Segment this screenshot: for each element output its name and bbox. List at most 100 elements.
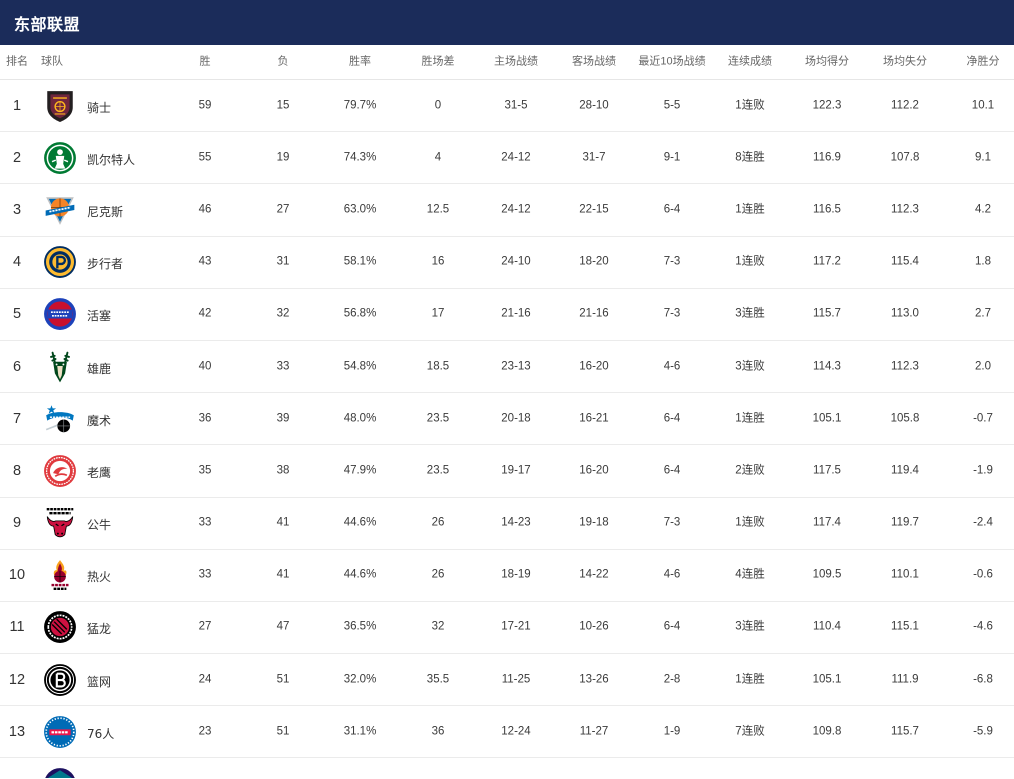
last10-cell: 6-4	[663, 411, 681, 424]
last10-cell: 7-3	[663, 255, 681, 268]
team-name[interactable]: 步行者	[87, 257, 124, 272]
diff-cell: -1.9	[973, 464, 993, 477]
standings-row: 13 76人 23 51 31.1% 36 12-24 11-27 1-9 7连败 109.8 11…	[0, 706, 1014, 759]
ppg-cell: 116.5	[813, 203, 841, 216]
last10-cell: 7-3	[663, 307, 681, 320]
team-link[interactable]: 凯尔特人	[43, 132, 135, 183]
losses-cell: 39	[276, 411, 290, 424]
pct-cell: 47.9%	[343, 464, 377, 477]
oppg-cell: 119.7	[891, 516, 919, 529]
magic-logo-icon	[43, 402, 77, 436]
last10-cell: 1-9	[663, 725, 681, 738]
oppg-cell: 105.8	[890, 411, 920, 424]
away-cell: 16-20	[579, 359, 609, 372]
rank-cell: 3	[12, 201, 22, 218]
team-link[interactable]: 76人	[43, 706, 114, 757]
team-name[interactable]: 活塞	[87, 309, 112, 324]
gb-cell: 0	[434, 98, 442, 111]
team-link[interactable]: 篮网	[43, 654, 111, 705]
away-cell: 19-18	[579, 516, 609, 529]
home-cell: 23-13	[501, 359, 531, 372]
team-name[interactable]: 篮网	[87, 674, 112, 689]
team-link[interactable]: 公牛	[43, 498, 111, 549]
team-name[interactable]: 76人	[87, 726, 115, 741]
diff-cell: 1.8	[975, 255, 991, 268]
column-header-point-diff: 净胜分	[966, 55, 1000, 68]
pct-cell: 58.1%	[343, 255, 377, 268]
team-link[interactable]: 尼克斯	[43, 184, 123, 235]
ppg-cell: 110.4	[813, 620, 841, 633]
home-cell: 17-21	[501, 620, 531, 633]
diff-cell: -0.6	[973, 568, 993, 581]
losses-cell: 47	[276, 620, 290, 633]
oppg-cell: 113.0	[891, 307, 919, 320]
column-header-away-record: 客场战绩	[572, 55, 616, 68]
cavaliers-logo-icon	[43, 89, 77, 123]
pct-cell: 32.0%	[343, 672, 377, 685]
team-link[interactable]: 雄鹿	[43, 341, 111, 392]
pct-cell: 44.6%	[343, 516, 377, 529]
team-link[interactable]: 猛龙	[43, 602, 111, 653]
pct-cell: 36.5%	[343, 620, 377, 633]
column-header-wins: 胜	[199, 55, 211, 68]
standings-row-partial	[0, 758, 1014, 779]
streak-cell: 7连败	[735, 725, 765, 738]
team-name[interactable]: 雄鹿	[87, 361, 112, 376]
home-cell: 24-10	[501, 255, 531, 268]
streak-cell: 2连败	[735, 464, 765, 477]
rank-cell: 13	[8, 723, 26, 740]
standings-row: 10 热火 33 41 44.6% 26 18-19 14-22 4-6 4连胜 109.5 110…	[0, 550, 1014, 602]
standings-row: 9 公牛 33 41 44.6% 26 14-23 19-18 7-3 1连败 117.4 119.…	[0, 498, 1014, 550]
rank-cell: 9	[12, 514, 22, 531]
standings-table-body: 1 骑士 59 15 79.7% 0 31-5 28-10 5-5 1连败 122.3 112.2 1…	[0, 80, 1014, 779]
team-name[interactable]: 热火	[87, 570, 112, 585]
pct-cell: 54.8%	[343, 359, 377, 372]
rank-cell: 1	[12, 97, 22, 114]
rank-cell: 11	[9, 619, 25, 636]
bucks-logo-icon	[43, 350, 77, 384]
pct-cell: 44.6%	[343, 568, 377, 581]
column-header-win-pct: 胜率	[349, 55, 371, 68]
away-cell: 16-20	[579, 464, 609, 477]
team-link[interactable]: 步行者	[43, 237, 123, 288]
home-cell: 19-17	[501, 464, 531, 477]
home-cell: 24-12	[501, 151, 531, 164]
standings-row: 6 雄鹿 40 33 54.8% 18.5 23-13 16-20 4-6 3连败 114.3 11…	[0, 341, 1014, 394]
team-link[interactable]: 热火	[43, 550, 111, 601]
team-name[interactable]: 凯尔特人	[87, 152, 136, 167]
away-cell: 16-21	[579, 411, 609, 424]
pct-cell: 79.7%	[343, 98, 377, 111]
team-link[interactable]: 骑士	[43, 80, 111, 131]
ppg-cell: 117.2	[813, 255, 841, 268]
diff-cell: 2.7	[975, 307, 991, 320]
gb-cell: 26	[431, 516, 445, 529]
team-name[interactable]: 骑士	[87, 100, 112, 115]
team-name[interactable]: 公牛	[87, 518, 112, 533]
standings-row: 11 猛龙 27 47 36.5% 32 17-21 10-26 6-4 3连胜 110.4 115…	[0, 602, 1014, 655]
streak-cell: 4连胜	[735, 568, 765, 581]
team-link[interactable]: 活塞	[43, 289, 111, 340]
diff-cell: 10.1	[971, 98, 995, 111]
losses-cell: 31	[276, 255, 290, 268]
team-name[interactable]: 猛龙	[87, 622, 112, 637]
wins-cell: 33	[198, 516, 212, 529]
team-link[interactable]: 魔术	[43, 393, 111, 444]
heat-logo-icon	[43, 558, 77, 592]
home-cell: 20-18	[501, 411, 531, 424]
team-name[interactable]: 尼克斯	[87, 204, 124, 219]
team-name[interactable]: 魔术	[87, 413, 112, 428]
diff-cell: -5.9	[973, 725, 993, 738]
home-cell: 14-23	[501, 516, 531, 529]
diff-cell: -2.4	[973, 516, 993, 529]
team-link[interactable]: 老鹰	[43, 445, 111, 496]
streak-cell: 3连胜	[735, 620, 765, 633]
last10-cell: 5-5	[663, 98, 681, 111]
team-name[interactable]: 老鹰	[87, 465, 112, 480]
gb-cell: 26	[431, 568, 445, 581]
away-cell: 31-7	[582, 151, 606, 164]
ppg-cell: 105.1	[812, 411, 842, 424]
pct-cell: 63.0%	[343, 203, 377, 216]
pistons-logo-icon	[43, 297, 77, 331]
oppg-cell: 112.3	[891, 203, 919, 216]
